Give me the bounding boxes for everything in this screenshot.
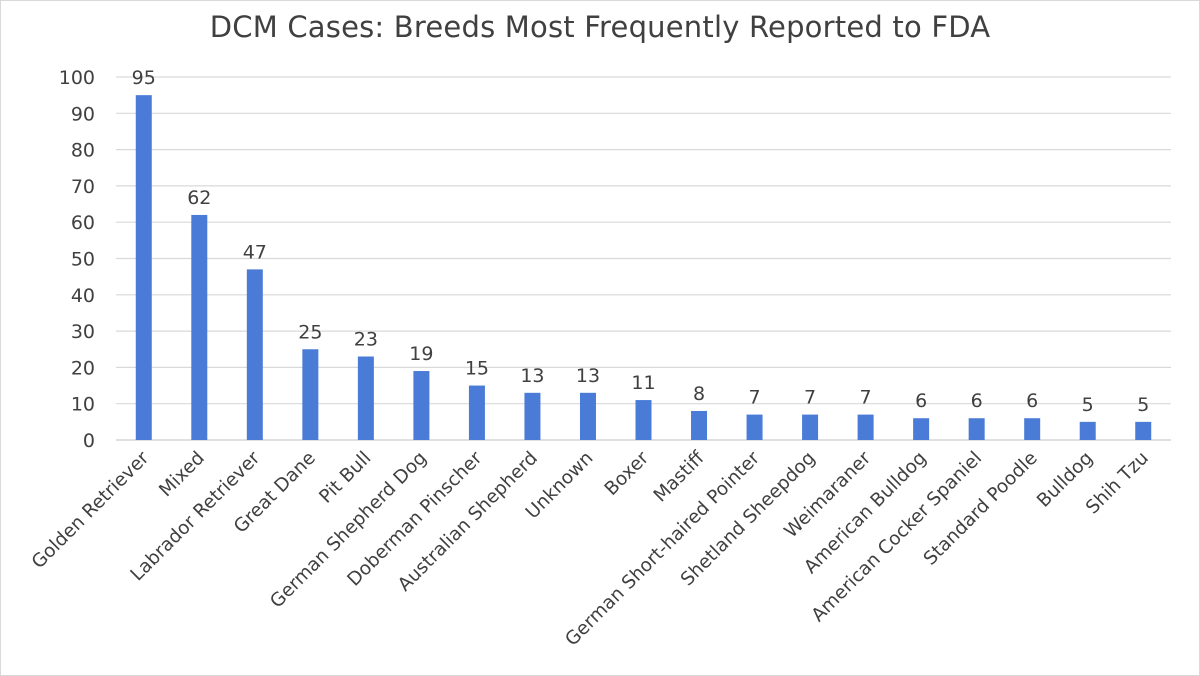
bar — [357, 356, 374, 440]
data-label: 7 — [804, 387, 816, 409]
y-tick-label: 80 — [71, 140, 95, 162]
data-label: 62 — [187, 187, 211, 209]
data-labels: 95 62 47 25 23 19 15 13 13 11 8 7 7 7 6 6 6 5 5 — [132, 67, 1150, 416]
bar — [635, 400, 652, 440]
bars — [135, 95, 1152, 441]
data-label: 11 — [631, 372, 655, 394]
bar — [468, 385, 485, 440]
bar — [246, 269, 263, 440]
data-label: 6 — [1026, 390, 1038, 412]
data-label: 5 — [1137, 394, 1149, 416]
data-label: 25 — [298, 321, 322, 343]
data-label: 7 — [749, 387, 761, 409]
data-label: 47 — [243, 241, 267, 263]
data-label: 23 — [354, 329, 378, 351]
y-tick-label: 50 — [71, 249, 95, 271]
bar — [802, 414, 819, 440]
bar — [191, 214, 208, 440]
data-label: 6 — [915, 390, 927, 412]
y-axis-ticks: 0 10 20 30 40 50 60 70 80 90 100 — [59, 67, 95, 452]
bar — [913, 418, 930, 440]
data-label: 13 — [520, 365, 544, 387]
y-tick-label: 100 — [59, 67, 95, 89]
bar — [1135, 421, 1152, 440]
y-tick-label: 60 — [71, 212, 95, 234]
data-label: 15 — [465, 358, 489, 380]
data-label: 95 — [132, 67, 156, 89]
bar — [691, 410, 708, 440]
y-tick-label: 10 — [71, 394, 95, 416]
data-label: 19 — [409, 343, 433, 365]
y-tick-label: 90 — [71, 103, 95, 125]
chart-title: DCM Cases: Breeds Most Frequently Report… — [209, 10, 991, 44]
bar — [968, 418, 985, 440]
bar — [857, 414, 874, 440]
data-label: 13 — [576, 365, 600, 387]
bar — [1079, 421, 1096, 440]
y-tick-label: 70 — [71, 176, 95, 198]
y-tick-label: 40 — [71, 285, 95, 307]
bar — [135, 95, 152, 441]
y-tick-label: 30 — [71, 321, 95, 343]
x-category-label: Golden Retriever — [28, 447, 154, 573]
bar — [413, 371, 430, 440]
bar — [524, 392, 541, 440]
bar — [1024, 418, 1041, 440]
bar — [746, 414, 763, 440]
data-label: 5 — [1082, 394, 1094, 416]
bar — [579, 392, 596, 440]
y-tick-label: 0 — [83, 430, 95, 452]
bar — [302, 349, 319, 440]
data-label: 8 — [693, 383, 705, 405]
data-label: 6 — [971, 390, 983, 412]
y-tick-label: 20 — [71, 357, 95, 379]
data-label: 7 — [860, 387, 872, 409]
x-category-label: Mixed — [155, 448, 208, 501]
x-category-label: Boxer — [601, 447, 653, 499]
